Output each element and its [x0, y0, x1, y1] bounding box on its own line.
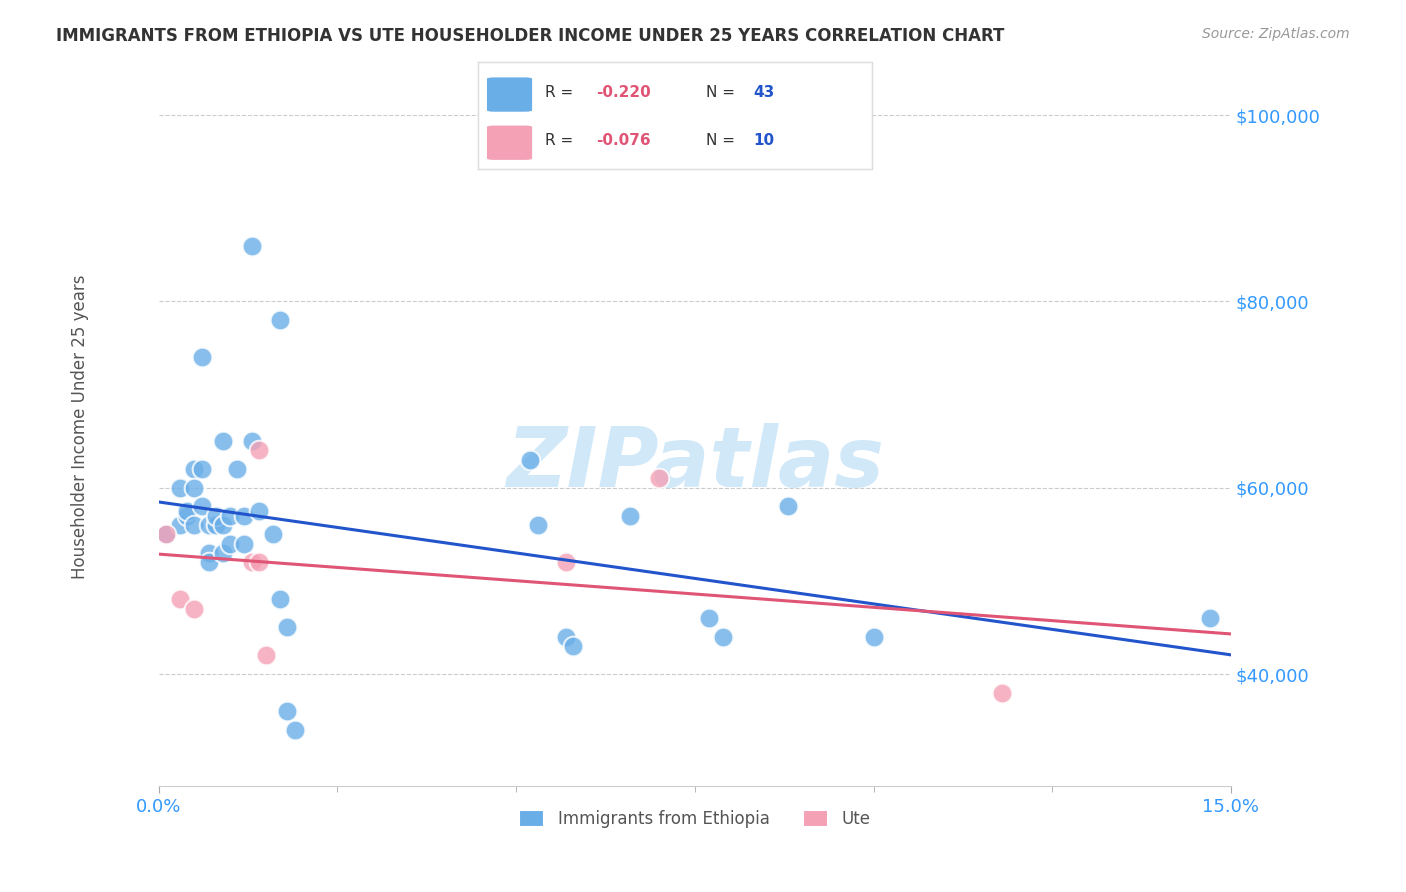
Point: [212, 434, 235, 449]
Text: -0.220: -0.220: [596, 85, 651, 100]
FancyBboxPatch shape: [486, 125, 533, 161]
Point: [276, 620, 298, 634]
Point: [155, 527, 177, 541]
Point: [169, 518, 191, 533]
Text: 10: 10: [754, 133, 775, 148]
Point: [247, 504, 270, 518]
FancyBboxPatch shape: [486, 77, 533, 112]
Text: -0.076: -0.076: [596, 133, 651, 148]
Point: [713, 630, 735, 644]
Point: [254, 648, 277, 663]
Point: [212, 518, 235, 533]
Point: [555, 630, 578, 644]
Point: [240, 434, 263, 449]
Point: [562, 639, 585, 653]
Point: [269, 313, 291, 327]
Text: IMMIGRANTS FROM ETHIOPIA VS UTE HOUSEHOLDER INCOME UNDER 25 YEARS CORRELATION CH: IMMIGRANTS FROM ETHIOPIA VS UTE HOUSEHOL…: [56, 27, 1005, 45]
Text: ZIPatlas: ZIPatlas: [506, 423, 884, 503]
Point: [555, 555, 578, 569]
Point: [205, 508, 228, 523]
Point: [219, 508, 242, 523]
Point: [1198, 611, 1220, 625]
Text: 43: 43: [754, 85, 775, 100]
Point: [269, 592, 291, 607]
Point: [648, 471, 671, 485]
Point: [240, 238, 263, 252]
Point: [183, 462, 205, 476]
Point: [226, 462, 249, 476]
Legend: Immigrants from Ethiopia, Ute: Immigrants from Ethiopia, Ute: [513, 804, 877, 835]
Text: R =: R =: [546, 85, 578, 100]
Point: [190, 351, 212, 365]
Point: [205, 518, 228, 533]
Point: [233, 536, 256, 550]
Point: [169, 592, 191, 607]
Point: [155, 527, 177, 541]
Point: [183, 602, 205, 616]
Point: [176, 508, 198, 523]
Point: [247, 443, 270, 458]
Point: [283, 723, 305, 737]
Point: [197, 555, 219, 569]
Point: [169, 481, 191, 495]
Point: [197, 518, 219, 533]
Point: [991, 685, 1014, 699]
Point: [247, 555, 270, 569]
Point: [776, 500, 799, 514]
Point: [183, 518, 205, 533]
Point: [190, 462, 212, 476]
Text: N =: N =: [706, 85, 740, 100]
Point: [526, 518, 548, 533]
Point: [233, 508, 256, 523]
Point: [240, 555, 263, 569]
Point: [212, 546, 235, 560]
Point: [697, 611, 720, 625]
Y-axis label: Householder Income Under 25 years: Householder Income Under 25 years: [72, 275, 89, 580]
Point: [519, 452, 541, 467]
Text: N =: N =: [706, 133, 740, 148]
Point: [219, 536, 242, 550]
Point: [183, 481, 205, 495]
Point: [190, 500, 212, 514]
Point: [619, 508, 641, 523]
Point: [176, 504, 198, 518]
Text: Source: ZipAtlas.com: Source: ZipAtlas.com: [1202, 27, 1350, 41]
Point: [197, 546, 219, 560]
Point: [276, 704, 298, 718]
Point: [262, 527, 284, 541]
Point: [862, 630, 884, 644]
Text: R =: R =: [546, 133, 578, 148]
